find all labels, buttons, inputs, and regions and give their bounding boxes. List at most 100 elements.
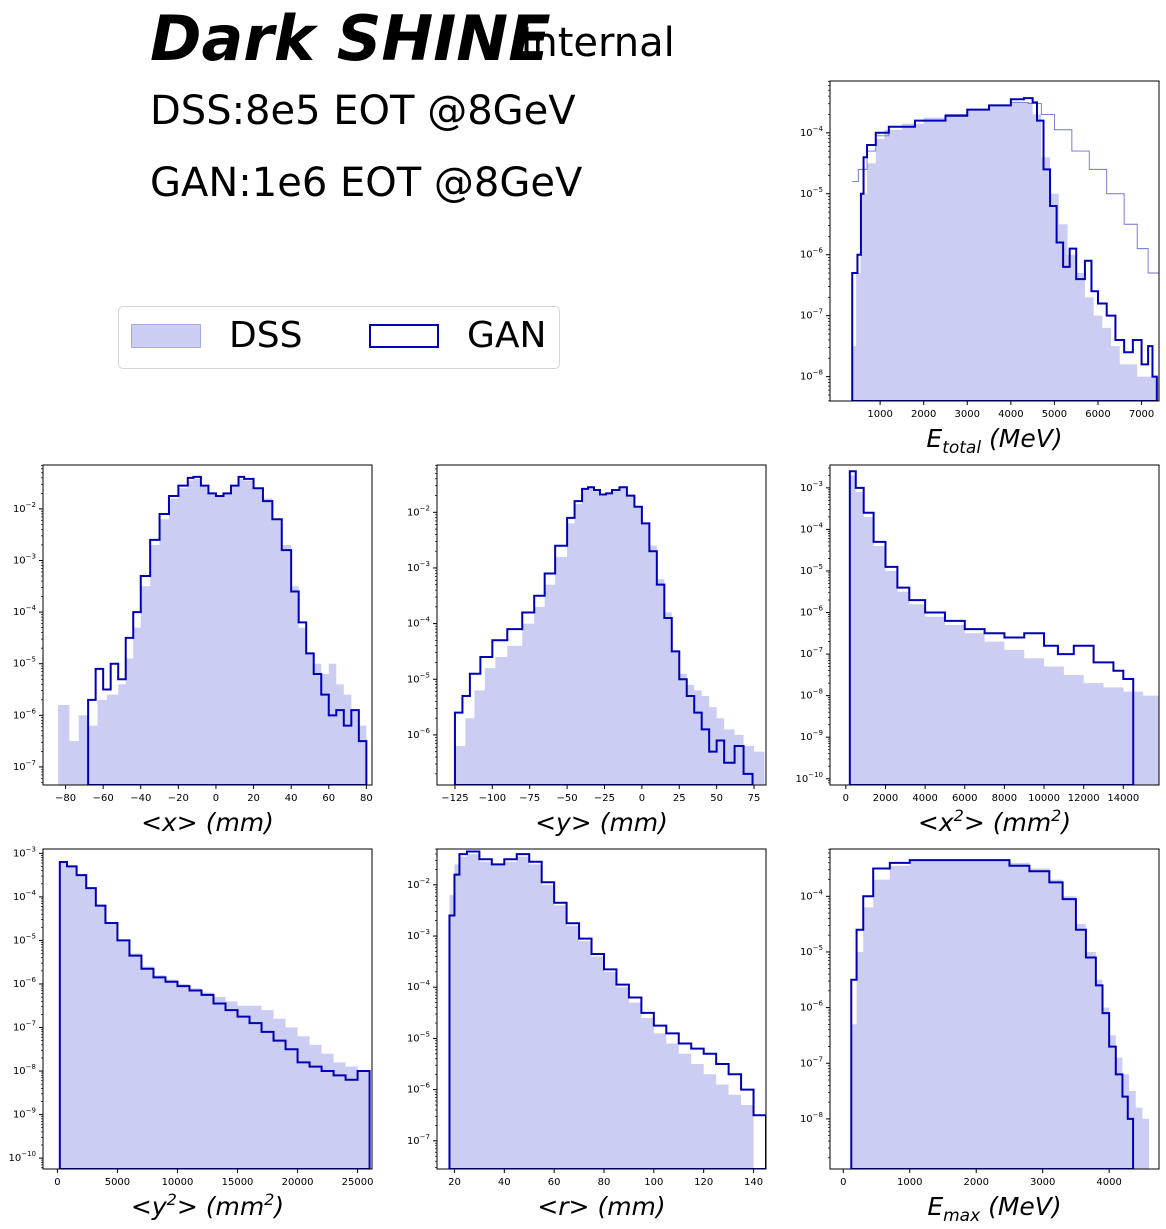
- x-axis-label-etotal: Etotal (MeV): [926, 424, 1062, 458]
- axes-frame-emax: [829, 848, 1160, 1170]
- y-tick-label-emax-2: 10−6: [800, 1000, 824, 1014]
- x-tick-label-x-4: 0: [213, 793, 219, 804]
- x-tick-label-x-6: 40: [285, 793, 298, 804]
- x-tick-label-r-4: 100: [644, 1177, 663, 1188]
- chart-etotal: 1000 2000 3000 4000 5000 6000 7000 10−8 10−7 10−6…: [800, 80, 1160, 458]
- legend-label-dss: DSS: [229, 315, 303, 356]
- series-gan-line-x2: [848, 470, 1135, 785]
- y-tick-label-x-3: 10−4: [13, 604, 37, 618]
- brand-main: Dark SHINE: [150, 2, 551, 75]
- y-tick-label-y2-4: 10−6: [13, 976, 37, 990]
- x-tick-label-etotal-5: 6000: [1085, 409, 1110, 420]
- x-axis-label-r: <r> (mm): [537, 1192, 665, 1221]
- x-tick-label-y-3: −50: [557, 793, 578, 804]
- y-tick-label-x-0: 10−7: [13, 759, 36, 773]
- y-tick-label-x-5: 10−2: [13, 501, 36, 515]
- chart-y2: 0 5000 10000 15000 20000 25000 10−10 10−9 10−8 10…: [8, 845, 373, 1221]
- x-tick-label-x2-3: 6000: [952, 793, 977, 804]
- x-tick-label-y-8: 75: [748, 793, 761, 804]
- x-tick-label-y-2: −75: [519, 793, 540, 804]
- y-tick-label-x2-2: 10−8: [800, 688, 823, 702]
- x-tick-label-r-3: 80: [598, 1177, 611, 1188]
- legend-label-gan: GAN: [467, 315, 547, 356]
- series-gan-line-emax: [850, 859, 1135, 1169]
- y-tick-label-etotal-4: 10−4: [800, 125, 824, 139]
- legend-swatch-gan: [369, 324, 439, 348]
- y-tick-label-x-1: 10−6: [13, 707, 37, 721]
- x-tick-label-etotal-1: 2000: [911, 409, 936, 420]
- x-tick-label-etotal-4: 5000: [1042, 409, 1067, 420]
- x-tick-label-y2-3: 15000: [222, 1177, 254, 1188]
- x-tick-label-etotal-6: 7000: [1129, 409, 1154, 420]
- series-gan-line-etotal: [851, 97, 1158, 401]
- brand-sub: Internal: [520, 20, 675, 66]
- x-tick-label-x2-2: 4000: [912, 793, 937, 804]
- x-tick-label-x2-5: 10000: [1028, 793, 1060, 804]
- y-tick-label-etotal-1: 10−7: [800, 308, 823, 322]
- x-tick-label-x2-6: 12000: [1068, 793, 1100, 804]
- y-tick-label-y-2: 10−4: [407, 616, 431, 630]
- y-tick-label-y2-6: 10−4: [13, 889, 37, 903]
- series-gan-line-r: [448, 850, 766, 1169]
- axes-frame-x: [42, 464, 373, 786]
- legend: DSS GAN: [118, 306, 560, 369]
- x-tick-label-y2-2: 10000: [162, 1177, 194, 1188]
- series-dss-fill-r: [449, 854, 754, 1169]
- x-tick-label-y-6: 25: [673, 793, 686, 804]
- y-tick-label-etotal-0: 10−8: [800, 369, 823, 383]
- x-tick-label-x-2: −40: [130, 793, 151, 804]
- y-tick-label-y2-5: 10−5: [13, 932, 36, 946]
- y-tick-label-emax-3: 10−5: [800, 944, 823, 958]
- legend-swatch-dss: [131, 324, 201, 348]
- y-tick-label-y-3: 10−3: [407, 560, 430, 574]
- chart-r: 20 40 60 80 100 120 140 10−7 10−6 10−5 10−4 10−3 10−…: [407, 848, 767, 1221]
- x-tick-label-emax-4: 4000: [1096, 1177, 1121, 1188]
- y-tick-label-x2-3: 10−7: [800, 646, 823, 660]
- x-tick-label-y-0: −125: [441, 793, 468, 804]
- y-tick-label-r-5: 10−2: [407, 877, 430, 891]
- axes-frame-r: [436, 848, 767, 1170]
- x-tick-label-y2-4: 20000: [282, 1177, 314, 1188]
- x-axis-label-y2: <y2> (mm2): [131, 1190, 284, 1221]
- x-tick-label-x2-1: 2000: [873, 793, 898, 804]
- series-dss-fill-emax: [851, 860, 1150, 1169]
- x-tick-label-etotal-3: 4000: [998, 409, 1023, 420]
- y-tick-label-y2-2: 10−8: [13, 1063, 36, 1077]
- y-tick-label-x2-1: 10−9: [800, 729, 823, 743]
- y-tick-label-r-4: 10−3: [407, 928, 430, 942]
- y-tick-label-emax-1: 10−7: [800, 1055, 823, 1069]
- series-gan-line-y: [453, 486, 754, 785]
- x-tick-label-x2-0: 0: [843, 793, 849, 804]
- x-tick-label-y2-0: 0: [54, 1177, 60, 1188]
- info-line-gan: GAN:1e6 EOT @8GeV: [150, 160, 583, 206]
- y-tick-label-r-0: 10−7: [407, 1133, 430, 1147]
- x-tick-label-x2-7: 14000: [1107, 793, 1139, 804]
- x-tick-label-x-5: 20: [247, 793, 260, 804]
- y-tick-label-y2-0: 10−10: [8, 1150, 36, 1164]
- y-tick-label-y2-7: 10−3: [13, 845, 36, 859]
- y-tick-label-x2-6: 10−4: [800, 521, 824, 535]
- x-tick-label-x2-4: 8000: [992, 793, 1017, 804]
- y-tick-label-x2-0: 10−10: [795, 771, 823, 785]
- x-tick-label-x-3: −20: [168, 793, 189, 804]
- series-dss-fill-x: [58, 478, 367, 785]
- chart-emax: 0 1000 2000 3000 4000 10−8 10−7 10−6 10−5 10−4 Ema…: [800, 848, 1160, 1226]
- x-tick-label-emax-2: 2000: [963, 1177, 988, 1188]
- x-tick-label-r-2: 60: [548, 1177, 561, 1188]
- x-axis-label-x: <x> (mm): [141, 808, 274, 837]
- y-tick-label-y-0: 10−6: [407, 727, 431, 741]
- y-tick-label-x-2: 10−5: [13, 656, 36, 670]
- y-tick-label-emax-4: 10−4: [800, 888, 824, 902]
- y-tick-label-r-1: 10−6: [407, 1082, 431, 1096]
- series-dss-fill-y: [454, 487, 765, 785]
- brand-title: Dark SHINEInternal: [150, 2, 675, 75]
- x-tick-label-emax-0: 0: [840, 1177, 846, 1188]
- x-tick-label-x-8: 80: [360, 793, 373, 804]
- x-tick-label-x-0: −80: [55, 793, 76, 804]
- x-tick-label-y-4: −25: [594, 793, 615, 804]
- series-gan-line-y2: [58, 861, 371, 1169]
- x-tick-label-y-1: −100: [479, 793, 506, 804]
- y-tick-label-etotal-3: 10−5: [800, 186, 823, 200]
- info-line-dss: DSS:8e5 EOT @8GeV: [150, 88, 576, 134]
